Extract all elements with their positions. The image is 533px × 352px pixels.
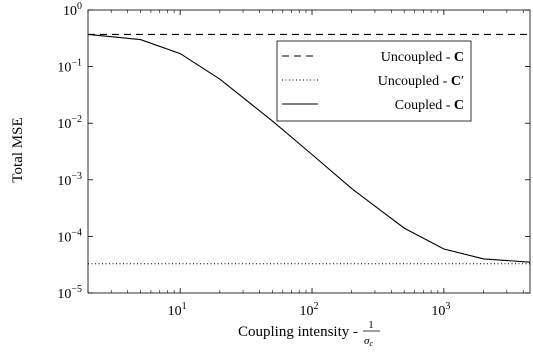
y-tick-label: 10−1 — [57, 58, 82, 76]
x-tick-label-base: 10 — [168, 304, 182, 319]
x-tick-label-base: 10 — [300, 304, 314, 319]
y-tick-label-exponent: −1 — [71, 58, 82, 69]
x-tick-label: 102 — [300, 301, 319, 319]
legend-label-bold: C — [454, 50, 464, 65]
series-lines — [87, 33, 531, 265]
y-tick-label-exponent: −3 — [71, 171, 82, 182]
y-tick-label: 10−4 — [57, 227, 82, 245]
x-axis-label: Coupling intensity - 1 σc — [238, 319, 380, 348]
y-tick-label: 10−2 — [57, 114, 82, 132]
y-tick-label-exponent: 0 — [77, 1, 82, 12]
legend-label-text: Coupled - — [395, 98, 454, 113]
legend-label-bold: C — [451, 74, 461, 89]
y-tick-label: 10−5 — [57, 284, 82, 302]
y-tick-label-exponent: −5 — [71, 284, 82, 295]
y-tick-label-exponent: −2 — [71, 114, 82, 125]
y-tick-label-base: 10 — [57, 117, 71, 132]
legend-label-prime: ′ — [461, 74, 464, 89]
y-tick-label-base: 10 — [57, 230, 71, 245]
x-axis-label-denominator: σc — [364, 335, 373, 348]
x-axis-label-numerator: 1 — [368, 319, 374, 331]
legend-label: Uncoupled - C — [381, 50, 464, 65]
x-tick-label: 101 — [168, 301, 187, 319]
y-tick-label: 100 — [63, 1, 82, 19]
y-tick-label-base: 10 — [63, 4, 77, 19]
y-axis-label: Total MSE — [10, 117, 26, 182]
legend-label: Uncoupled - C′ — [378, 74, 464, 89]
legend-label-text: Uncoupled - — [381, 50, 454, 65]
plot-frame — [87, 9, 531, 294]
x-tick-label-base: 10 — [431, 304, 445, 319]
y-tick-label-base: 10 — [57, 287, 71, 302]
legend-box — [276, 40, 472, 122]
x-axis-label-sigma: σ — [364, 335, 370, 347]
x-tick-label-exponent: 1 — [182, 301, 187, 312]
y-tick-label-base: 10 — [57, 174, 71, 189]
x-tick-label: 103 — [431, 301, 450, 319]
x-tick-label-exponent: 3 — [445, 301, 450, 312]
series-line-solid — [87, 33, 531, 263]
x-axis-label-subscript: c — [369, 339, 373, 348]
legend-label-bold: C — [454, 98, 464, 113]
y-tick-label-exponent: −4 — [71, 227, 82, 238]
x-axis-label-text: Coupling intensity - — [238, 324, 358, 340]
y-tick-label: 10−3 — [57, 171, 82, 189]
x-tick-label-exponent: 2 — [314, 301, 319, 312]
legend-label-text: Uncoupled - — [378, 74, 451, 89]
legend-label: Coupled - C — [395, 98, 464, 113]
y-tick-label-base: 10 — [57, 61, 71, 76]
axes — [87, 9, 531, 294]
